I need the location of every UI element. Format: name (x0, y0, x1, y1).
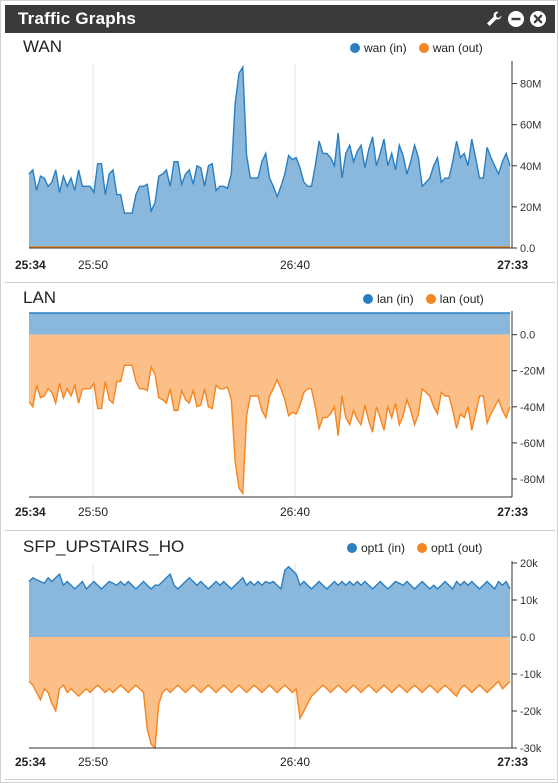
graph-chart-wan[interactable]: 80M 60M 40M 20M 0.0 25:34 25:50 26:40 27:33 (5, 33, 555, 283)
legend-dot-out (425, 294, 436, 304)
series-area-out (29, 334, 510, 494)
y-tick-label: -80M (520, 474, 545, 486)
y-tick-label: 0.0 (520, 632, 535, 644)
y-tick-label: 10k (520, 595, 538, 607)
y-tick-label: -10k (520, 669, 542, 681)
minimize-icon[interactable] (507, 10, 525, 28)
series-area-out (29, 637, 510, 748)
legend-item-in[interactable]: opt1 (in) (347, 541, 405, 555)
y-tick-label: -20M (520, 366, 545, 378)
y-tick-label: 60M (520, 120, 541, 132)
series-line-out (28, 680, 511, 750)
graph-legend: wan (in) wan (out) (350, 41, 483, 55)
series-line-out (28, 364, 511, 496)
wrench-icon[interactable] (485, 10, 503, 28)
graph-title: SFP_UPSTAIRS_HO (23, 537, 185, 556)
graph-panel-wan: WAN wan (in) wan (out) 80M 60M 40M 20M 0.0 25… (5, 33, 555, 283)
widget-title: Traffic Graphs (18, 9, 137, 28)
x-tick-label: 26:40 (280, 258, 310, 272)
y-tick-label: 0.0 (520, 330, 535, 342)
graph-panel-lan: LAN lan (in) lan (out) 0.0 -20M -40M -60M -8… (5, 284, 555, 531)
x-tick-label: 25:50 (78, 755, 108, 769)
y-tick-label: 40M (520, 161, 541, 173)
legend-label-in: opt1 (in) (361, 541, 406, 555)
legend-item-in[interactable]: lan (in) (363, 292, 414, 306)
graph-panel-opt1: SFP_UPSTAIRS_HO opt1 (in) opt1 (out) 20k… (5, 533, 555, 780)
y-tick-label: 80M (520, 79, 541, 91)
x-tick-label: 27:33 (497, 258, 528, 272)
graph-chart-opt1[interactable]: 20k 10k 0.0 -10k -20k -30k 25:34 25:50 26:40 27:3… (5, 533, 555, 780)
x-tick-label: 26:40 (280, 505, 310, 519)
legend-label-out: opt1 (out) (431, 541, 483, 555)
x-tick-label: 27:33 (497, 505, 528, 519)
y-tick-label: -20k (520, 706, 542, 718)
series-line-in (28, 565, 511, 591)
legend-item-out[interactable]: lan (out) (425, 292, 484, 306)
series-line-in (28, 64, 511, 214)
legend-label-in: lan (in) (377, 292, 414, 306)
legend-dot-out (417, 543, 428, 553)
legend-label-out: wan (out) (432, 41, 483, 55)
legend-dot-in (363, 294, 373, 304)
graph-chart-lan[interactable]: 0.0 -20M -40M -60M -80M 25:34 25:50 26:40 27:33 (5, 284, 555, 531)
series-area-in (29, 313, 510, 335)
legend-dot-in (350, 43, 360, 53)
legend-item-in[interactable]: wan (in) (350, 41, 407, 55)
y-tick-label: 20k (520, 558, 538, 570)
x-tick-label: 25:34 (15, 755, 46, 769)
legend-item-out[interactable]: opt1 (out) (417, 541, 482, 555)
y-tick-label: -40M (520, 402, 545, 414)
graph-title: WAN (23, 37, 63, 56)
graph-legend: lan (in) lan (out) (363, 292, 484, 306)
y-tick-label: -30k (520, 743, 542, 755)
legend-dot-in (347, 543, 357, 553)
graph-title: LAN (23, 288, 57, 307)
x-tick-label: 25:34 (15, 258, 46, 272)
widget-titlebar: Traffic Graphs (5, 5, 555, 33)
x-tick-label: 25:50 (78, 505, 108, 519)
legend-label-in: wan (in) (364, 41, 407, 55)
series-area-in (29, 67, 510, 248)
graph-legend: opt1 (in) opt1 (out) (347, 541, 482, 555)
y-tick-label: 20M (520, 202, 541, 214)
legend-dot-out (418, 43, 429, 53)
close-icon[interactable] (529, 10, 547, 28)
legend-label-out: lan (out) (439, 292, 484, 306)
y-tick-label: -60M (520, 438, 545, 450)
legend-item-out[interactable]: wan (out) (418, 41, 483, 55)
x-tick-label: 26:40 (280, 755, 310, 769)
titlebar-icons (485, 9, 547, 29)
x-tick-label: 25:34 (15, 505, 46, 519)
series-area-in (29, 566, 510, 637)
x-tick-label: 27:33 (497, 755, 528, 769)
x-tick-label: 25:50 (78, 258, 108, 272)
y-tick-label: 0.0 (520, 243, 535, 255)
